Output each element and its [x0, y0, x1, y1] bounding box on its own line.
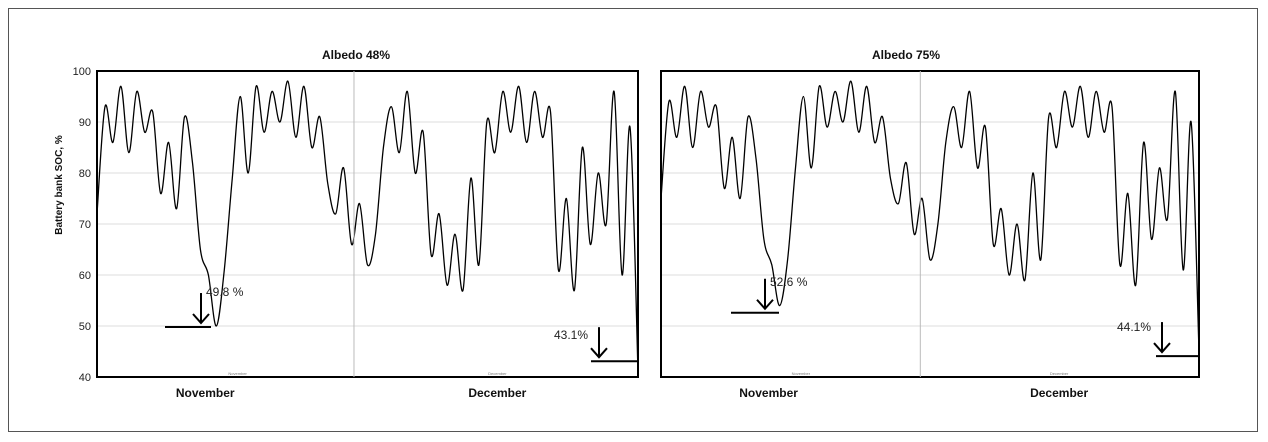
x-tick-label-december: December	[468, 386, 526, 400]
figure-frame: Battery bank SOC, % Albedo 48% 40 50 60 70 8…	[8, 8, 1258, 432]
y-tick-label-40: 40	[79, 372, 91, 384]
annotation-label: 52.6 %	[770, 275, 808, 289]
chart-title: Albedo 75%	[872, 48, 940, 62]
series-line	[660, 80, 1200, 352]
series-line	[96, 80, 639, 372]
x-tick-label-december: December	[1030, 386, 1088, 400]
annotation-november-min: 49.8 %	[165, 285, 244, 329]
arrow-head	[1153, 342, 1171, 354]
y-tick-label-100: 100	[73, 66, 91, 78]
annotation-november-min: 52.6 %	[731, 275, 808, 314]
y-tick-label-50: 50	[79, 321, 91, 333]
chart-title: Albedo 48%	[322, 48, 390, 62]
annotation-label: 44.1%	[1117, 320, 1151, 334]
chart-panel-albedo-75: Albedo 75% November December November De…	[660, 48, 1200, 400]
arrow-head	[590, 347, 608, 359]
figure-canvas: Battery bank SOC, % Albedo 48% 40 50 60 70 8…	[54, 48, 1200, 400]
y-tick-label-70: 70	[79, 219, 91, 231]
plot-area-border	[660, 70, 1200, 378]
x-tick-label-small-november: November	[792, 371, 811, 376]
x-tick-label-november: November	[176, 386, 235, 400]
y-tick-labels: 40 50 60 70 80 90 100	[73, 66, 91, 384]
annotation-december-min: 43.1%	[554, 327, 639, 363]
x-tick-label-november: November	[739, 386, 798, 400]
annotation-label: 49.8 %	[206, 285, 244, 299]
annotation-label: 43.1%	[554, 328, 588, 342]
arrow-head	[192, 313, 210, 325]
y-axis-label: Battery bank SOC, %	[54, 135, 65, 235]
arrow-head	[756, 299, 774, 311]
plot-area-border	[96, 70, 639, 378]
y-tick-label-90: 90	[79, 117, 91, 129]
y-tick-label-60: 60	[79, 270, 91, 282]
chart-panel-albedo-48: Albedo 48% 40 50 60 70 80 90 100 November Dece…	[73, 48, 639, 400]
x-tick-label-small-december: December	[488, 371, 507, 376]
x-tick-label-small-november: November	[228, 371, 247, 376]
x-tick-label-small-december: December	[1050, 371, 1069, 376]
annotation-december-min: 44.1%	[1117, 320, 1199, 358]
y-tick-label-80: 80	[79, 168, 91, 180]
